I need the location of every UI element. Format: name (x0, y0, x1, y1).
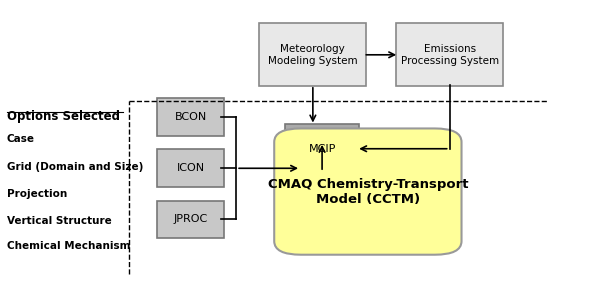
Text: Grid (Domain and Size): Grid (Domain and Size) (7, 162, 143, 172)
FancyBboxPatch shape (259, 23, 367, 86)
Text: Options Selected: Options Selected (7, 111, 120, 124)
Text: Meteorology
Modeling System: Meteorology Modeling System (268, 44, 358, 66)
Text: Emissions
Processing System: Emissions Processing System (401, 44, 499, 66)
FancyBboxPatch shape (157, 98, 224, 136)
Text: ICON: ICON (176, 163, 205, 173)
Text: Vertical Structure: Vertical Structure (7, 216, 111, 226)
FancyBboxPatch shape (157, 201, 224, 238)
Text: CMAQ Chemistry-Transport
Model (CCTM): CMAQ Chemistry-Transport Model (CCTM) (268, 178, 468, 206)
FancyBboxPatch shape (274, 128, 461, 255)
Text: BCON: BCON (175, 112, 207, 122)
Text: Case: Case (7, 134, 35, 144)
Text: JPROC: JPROC (173, 214, 208, 224)
Text: MCIP: MCIP (308, 144, 336, 154)
FancyBboxPatch shape (396, 23, 503, 86)
FancyBboxPatch shape (285, 124, 359, 174)
Text: Projection: Projection (7, 188, 67, 199)
Text: Chemical Mechanism: Chemical Mechanism (7, 241, 130, 251)
FancyBboxPatch shape (157, 149, 224, 187)
